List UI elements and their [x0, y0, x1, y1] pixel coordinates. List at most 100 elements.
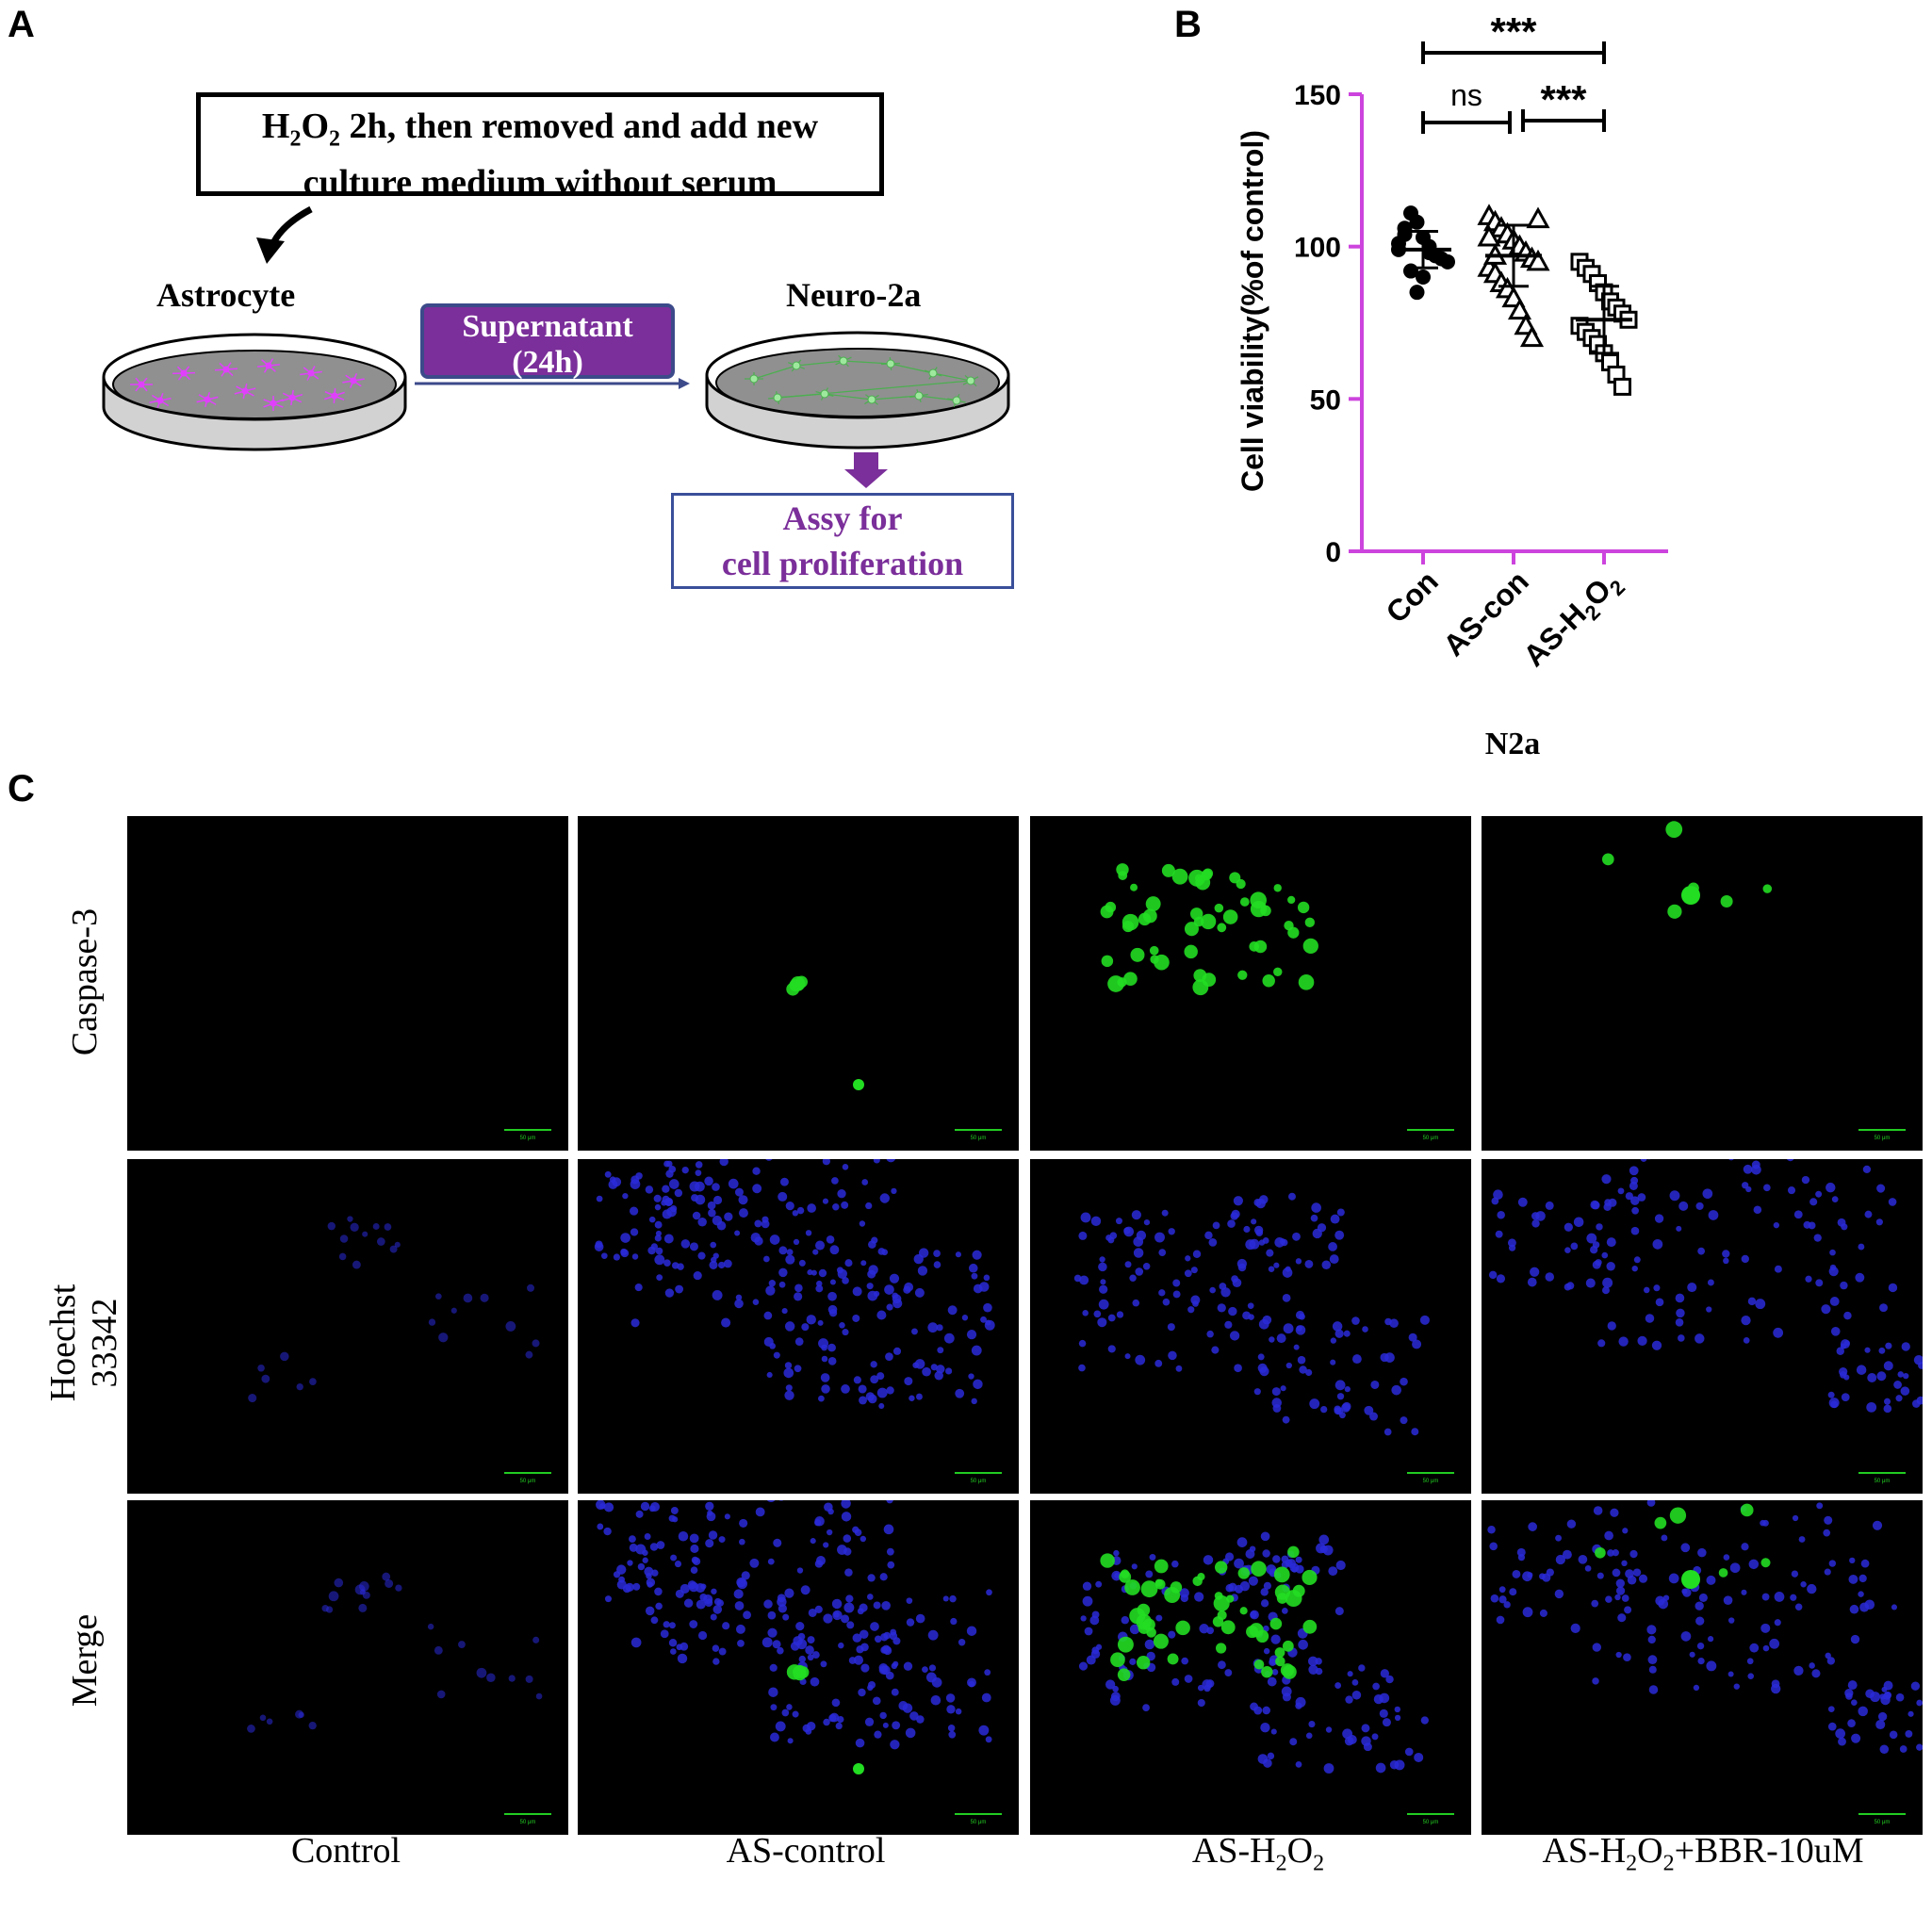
scale-bar-label: 50 μm: [1875, 1820, 1891, 1825]
viability-chart: 0 50 100 150 Cell viability(%of control) N2a C…: [1236, 9, 1668, 761]
significance-label: ***: [1490, 9, 1537, 54]
neuron-cell: [880, 356, 934, 374]
scale-bar-label: 50 μm: [1423, 1820, 1439, 1825]
panel-a-graphics: [102, 205, 1010, 488]
micrograph-caspase-col1: 50 μm: [127, 816, 568, 1151]
neuron-cell: [788, 359, 844, 372]
astrocyte-cell: [342, 373, 365, 388]
transfer-arrow-icon: [679, 378, 690, 389]
panel-label-c: C: [8, 768, 35, 809]
neuron-cells: [745, 354, 979, 407]
significance-label: ns: [1450, 78, 1482, 112]
astrocyte-cell: [300, 366, 322, 381]
data-point: [1440, 253, 1455, 270]
y-axis-label: Cell viability(%of control): [1236, 130, 1269, 492]
data-point: [1416, 270, 1431, 285]
micrograph-hoechst-col2: 50 μm: [578, 1159, 1019, 1494]
micrograph-hoechst-col4: 50 μm: [1482, 1159, 1923, 1494]
astrocyte-cell: [215, 362, 237, 377]
astrocyte-cell: [234, 383, 256, 400]
micrograph-caspase-col3: 50 μm: [1030, 816, 1471, 1151]
scale-bar-label: 50 μm: [1423, 1479, 1439, 1484]
data-point: [1526, 206, 1550, 229]
astrocyte-cell: [149, 392, 172, 409]
scale-bar-label: 50 μm: [520, 1136, 536, 1141]
down-arrow-shaft-icon: [854, 452, 878, 471]
data-point: [1409, 214, 1425, 230]
data-point: [1397, 221, 1413, 237]
scale-bar-label: 50 μm: [1423, 1136, 1439, 1141]
neuron-cell: [815, 387, 873, 401]
neuron-cell: [924, 367, 972, 382]
neuron-cell: [864, 394, 920, 405]
category-label: AS-H2O2: [1516, 564, 1629, 677]
row-label-hoechst-1: Hoechst: [43, 1284, 83, 1402]
scale-bar-label: 50 μm: [971, 1136, 987, 1141]
data-point: [1391, 236, 1406, 252]
category-label: Con: [1380, 564, 1445, 629]
supernatant-line-1: Supernatant: [462, 309, 633, 344]
astrocyte-cells: [130, 358, 365, 412]
column-label-as-control: AS-control: [726, 1831, 886, 1871]
scale-bar-label: 50 μm: [520, 1820, 536, 1825]
astrocyte-cell: [263, 395, 284, 412]
astrocyte-cell: [130, 377, 153, 392]
micrograph-caspase-col4: 50 μm: [1482, 816, 1923, 1151]
astrocyte-cell: [324, 387, 345, 404]
astrocyte-label: Astrocyte: [156, 276, 296, 314]
curved-arrow-icon: [270, 205, 313, 245]
astrocyte-cell: [172, 366, 196, 381]
scale-bar-label: 50 μm: [1875, 1479, 1891, 1484]
micrograph-merge-col2: 50 μm: [578, 1500, 1019, 1835]
treatment-box: H2O2 2h, then removed and add new cultur…: [196, 92, 884, 203]
supernatant-box: Supernatant (24h): [420, 303, 675, 380]
row-label-merge: Merge: [65, 1613, 105, 1708]
data-point: [1507, 298, 1532, 320]
curved-arrow-head-icon: [256, 237, 285, 264]
significance-label: ***: [1540, 77, 1587, 122]
x-axis-label: N2a: [1485, 727, 1541, 761]
scale-bar-label: 50 μm: [520, 1479, 536, 1484]
neuron-cell: [835, 354, 892, 368]
neuron-cell: [947, 394, 966, 407]
row-label-hoechst-2: 33342: [85, 1298, 124, 1388]
neuron-cell: [768, 390, 826, 405]
y-tick-label: 0: [1325, 537, 1341, 568]
micrograph-merge-col3: 50 μm: [1030, 1500, 1471, 1835]
micrograph-hoechst-col1: 50 μm: [127, 1159, 568, 1494]
micrograph-merge-col1: 50 μm: [127, 1500, 568, 1835]
assay-line-2: cell proliferation: [721, 545, 964, 582]
y-tick-label: 50: [1310, 384, 1341, 416]
neuro-label: Neuro-2a: [786, 276, 922, 314]
astrocyte-dish: [102, 333, 407, 451]
astrocyte-cell: [196, 391, 219, 408]
scale-bar-label: 50 μm: [971, 1820, 987, 1825]
data-point: [1613, 377, 1631, 396]
row-label-caspase: Caspase-3: [65, 907, 105, 1056]
micrograph-caspase-col2: 50 μm: [578, 816, 1019, 1151]
treatment-line-2: culture medium without serum: [303, 162, 778, 203]
row-label-hoechst: Hoechst 33342: [42, 1249, 127, 1437]
column-label-as-h2o2-bbr: AS-H2O2+BBR-10uM: [1542, 1831, 1864, 1876]
astrocyte-cell: [257, 358, 280, 373]
y-tick-label: 100: [1294, 233, 1341, 264]
data-point: [1519, 325, 1545, 348]
treatment-line-1: H2O2 2h, then removed and add new: [261, 106, 819, 152]
data-point: [1526, 249, 1550, 271]
micrograph-merge-col4: 50 μm: [1482, 1500, 1923, 1835]
assay-box: Assy for cell proliferation: [671, 493, 1014, 589]
panel-label-b: B: [1174, 4, 1202, 45]
astrocyte-cell: [281, 389, 303, 406]
down-arrow-icon: [844, 469, 888, 488]
scale-bar-label: 50 μm: [971, 1479, 987, 1484]
neuron-cell: [745, 365, 797, 385]
micrograph-hoechst-col3: 50 μm: [1030, 1159, 1471, 1494]
data-point: [1477, 224, 1501, 247]
supernatant-line-2: (24h): [512, 345, 583, 380]
column-label-as-h2o2: AS-H2O2: [1191, 1831, 1325, 1876]
data-point: [1409, 285, 1425, 301]
y-tick-label: 150: [1294, 80, 1341, 111]
panel-label-a: A: [8, 4, 35, 45]
assay-line-1: Assy for: [782, 499, 903, 537]
column-label-control: Control: [290, 1831, 401, 1871]
